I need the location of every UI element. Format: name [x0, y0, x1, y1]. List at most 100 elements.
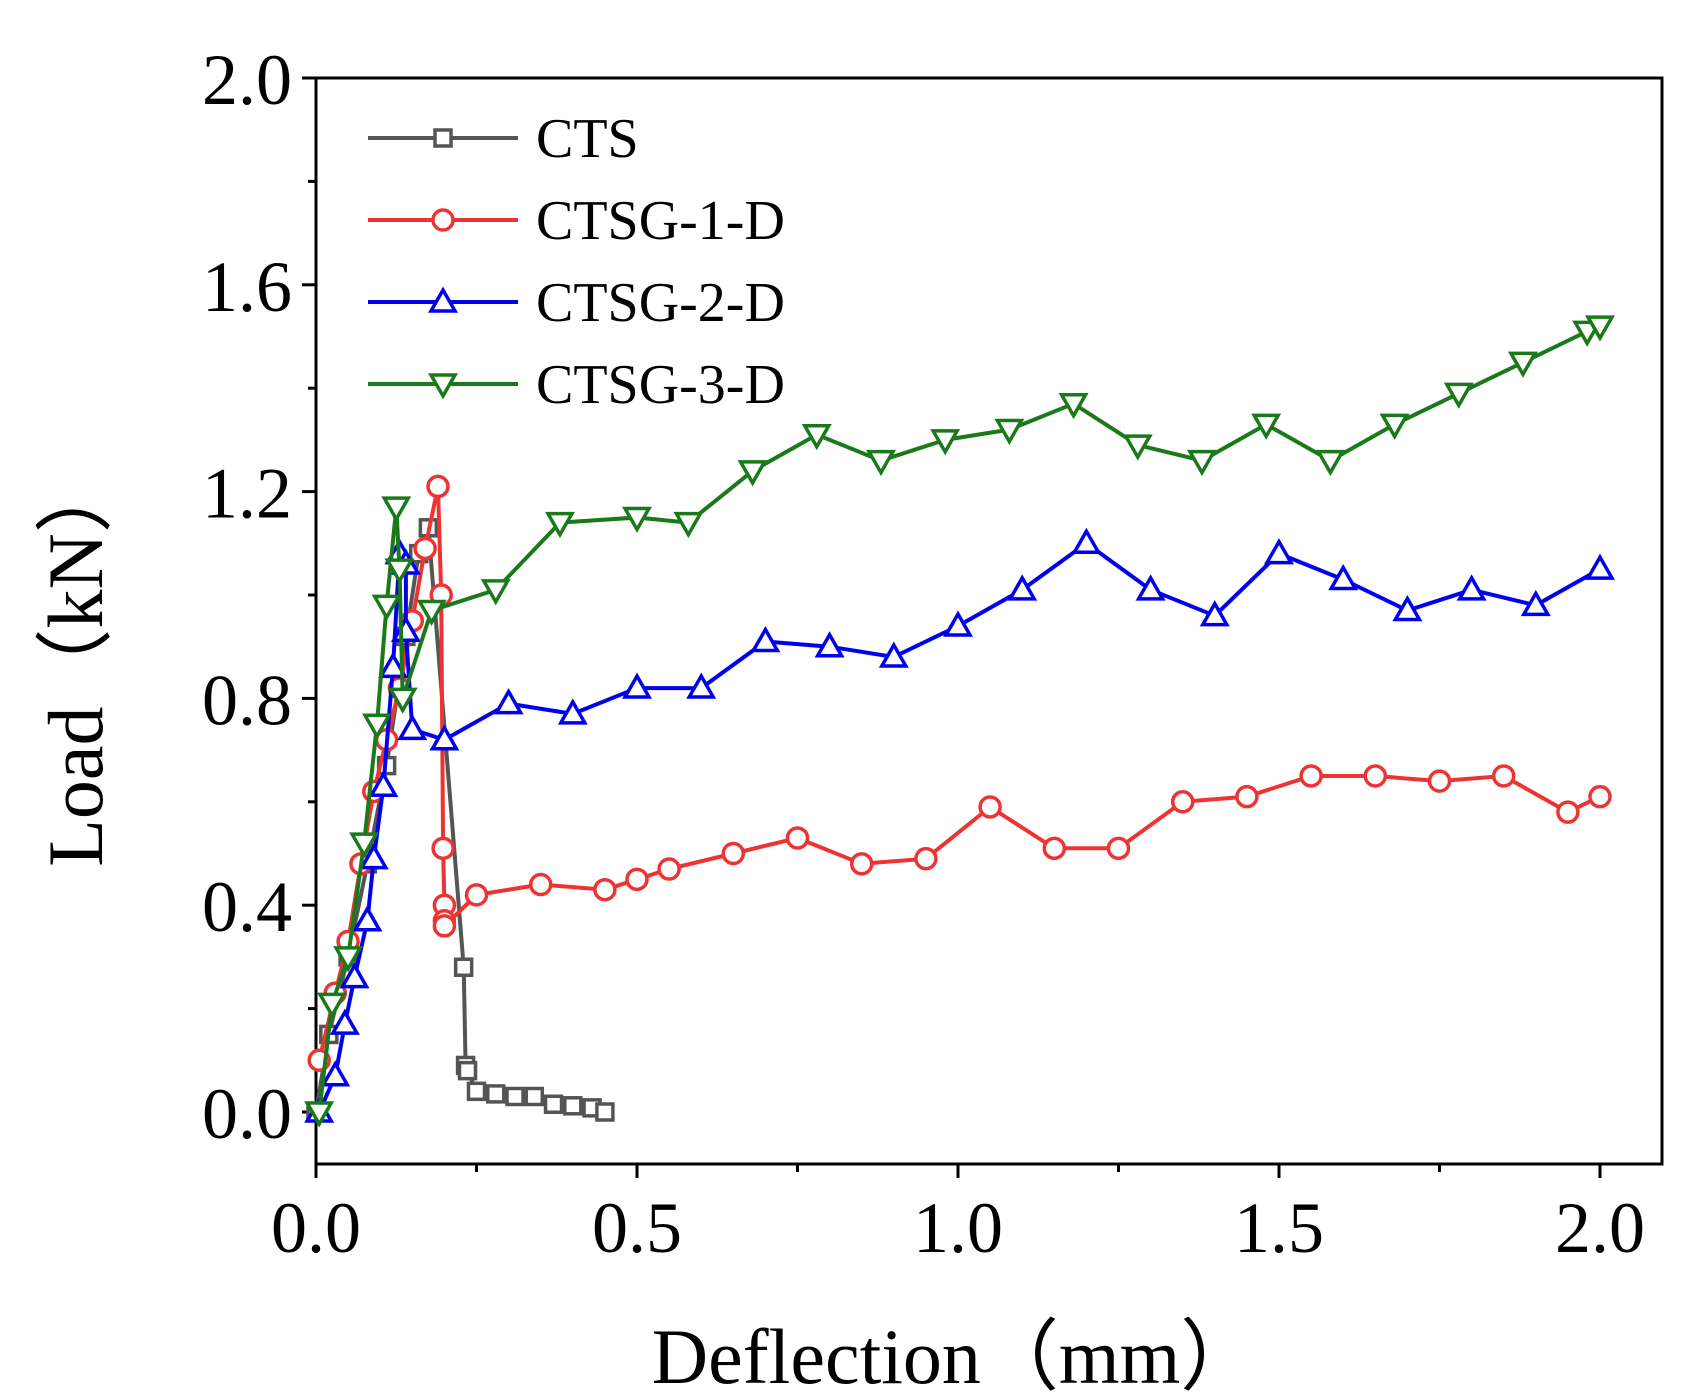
data-point-ctsg-2-d	[397, 713, 428, 741]
data-point-ctsg-2-d	[378, 651, 409, 679]
y-tick-label: 0.4	[202, 867, 292, 947]
data-point-cts	[453, 957, 474, 977]
data-point-ctsg-1-d	[426, 474, 450, 499]
data-point-ctsg-1-d	[432, 914, 457, 938]
data-point-ctsg-2-d	[1392, 594, 1423, 622]
series-ctsg-3-d	[304, 315, 1616, 1128]
legend-marker-ctsg-3-d	[427, 373, 459, 400]
series-ctsg-2-d	[304, 527, 1616, 1123]
legend-item-ctsg-1-d: CTSG-1-D	[368, 190, 785, 252]
data-point-ctsg-1-d	[1427, 769, 1452, 793]
series-ctsg-1-d	[307, 474, 1612, 1073]
y-axis-title: Load（kN）	[32, 455, 119, 867]
data-point-cts	[595, 1102, 615, 1122]
data-point-ctsg-3-d	[349, 832, 380, 859]
x-tick-label: 0.0	[271, 1188, 361, 1268]
data-point-ctsg-2-d	[493, 688, 524, 715]
data-point-ctsg-2-d	[1328, 563, 1359, 591]
data-point-ctsg-2-d	[368, 770, 399, 798]
data-point-ctsg-3-d	[930, 429, 961, 456]
data-point-ctsg-3-d	[361, 713, 393, 740]
data-point-ctsg-1-d	[1235, 784, 1259, 809]
data-point-ctsg-3-d	[801, 423, 832, 451]
legend-label-cts: CTS	[536, 108, 639, 170]
data-point-ctsg-2-d	[1456, 574, 1487, 601]
data-point-cts	[505, 1086, 525, 1107]
data-point-cts	[524, 1086, 545, 1107]
data-point-ctsg-3-d	[381, 496, 412, 523]
data-point-ctsg-1-d	[1106, 836, 1131, 861]
series-line-cts	[314, 525, 606, 1114]
data-point-ctsg-2-d	[320, 1060, 351, 1087]
data-point-ctsg-1-d	[431, 836, 455, 861]
data-point-ctsg-1-d	[625, 867, 649, 892]
data-point-ctsg-1-d	[978, 795, 1002, 819]
x-tick-label: 2.0	[1555, 1188, 1645, 1268]
data-point-ctsg-2-d	[352, 905, 383, 932]
data-point-ctsg-2-d	[1584, 553, 1616, 580]
data-point-ctsg-1-d	[1491, 764, 1516, 788]
data-point-ctsg-2-d	[358, 843, 389, 870]
data-point-ctsg-1-d	[1170, 790, 1195, 814]
data-point-ctsg-3-d	[1584, 315, 1616, 342]
data-point-ctsg-3-d	[1122, 434, 1153, 461]
data-point-ctsg-2-d	[1007, 574, 1038, 601]
data-point-ctsg-2-d	[1135, 574, 1166, 601]
x-tick-label: 1.5	[1234, 1188, 1324, 1268]
data-point-ctsg-1-d	[1363, 764, 1388, 788]
data-point-ctsg-1-d	[1556, 800, 1580, 824]
legend-marker-ctsg-2-d	[427, 286, 459, 313]
data-point-ctsg-2-d	[750, 626, 781, 653]
data-point-cts	[543, 1094, 564, 1114]
legend-marker-cts	[433, 128, 453, 148]
legend-label-ctsg-2-d: CTSG-2-D	[536, 272, 785, 334]
data-point-cts	[563, 1096, 583, 1116]
data-point-ctsg-2-d	[1520, 589, 1551, 617]
data-point-ctsg-1-d	[593, 877, 617, 902]
data-point-ctsg-3-d	[621, 506, 653, 533]
data-point-ctsg-2-d	[621, 672, 653, 699]
data-point-ctsg-3-d	[1315, 449, 1346, 477]
data-point-ctsg-3-d	[1186, 449, 1217, 477]
data-point-ctsg-2-d	[1071, 527, 1102, 555]
data-point-ctsg-3-d	[387, 687, 418, 714]
data-point-cts	[457, 1060, 478, 1081]
data-point-cts	[466, 1081, 487, 1102]
legend-label-ctsg-3-d: CTSG-3-D	[536, 354, 785, 416]
data-point-ctsg-3-d	[416, 599, 447, 627]
y-tick-label: 1.6	[202, 247, 292, 327]
data-point-ctsg-2-d	[814, 631, 845, 658]
data-point-ctsg-3-d	[544, 511, 575, 539]
data-point-ctsg-3-d	[480, 579, 511, 606]
data-point-ctsg-3-d	[333, 946, 364, 973]
legend: CTS CTSG-1-D CTSG-2-D CTSG-3-D	[368, 108, 785, 416]
data-point-ctsg-3-d	[737, 460, 768, 487]
data-point-ctsg-1-d	[528, 872, 553, 897]
y-tick-label: 0.0	[202, 1074, 292, 1154]
legend-item-cts: CTS	[368, 108, 639, 170]
data-point-ctsg-1-d	[1588, 784, 1612, 809]
y-tick-label: 1.2	[202, 454, 292, 534]
data-point-ctsg-2-d	[942, 610, 974, 637]
data-point-ctsg-3-d	[304, 1101, 335, 1128]
data-point-cts	[486, 1084, 506, 1104]
legend-item-ctsg-2-d: CTSG-2-D	[368, 272, 785, 334]
data-point-ctsg-1-d	[1299, 764, 1323, 788]
data-point-ctsg-2-d	[339, 962, 370, 989]
y-tick-label: 0.8	[202, 660, 292, 740]
series-line-ctsg-3-d	[317, 324, 1601, 1113]
data-point-ctsg-3-d	[994, 418, 1025, 446]
data-point-ctsg-2-d	[878, 641, 909, 668]
data-point-ctsg-3-d	[384, 558, 415, 585]
legend-item-ctsg-3-d: CTSG-3-D	[368, 354, 785, 416]
data-point-ctsg-1-d	[849, 852, 874, 876]
data-point-ctsg-3-d	[317, 992, 348, 1019]
data-point-ctsg-3-d	[1251, 413, 1282, 440]
data-point-ctsg-3-d	[1058, 392, 1089, 420]
series-layer	[304, 315, 1616, 1128]
x-tick-label: 1.0	[913, 1188, 1003, 1268]
data-point-ctsg-1-d	[657, 857, 681, 881]
data-point-ctsg-3-d	[673, 511, 704, 539]
x-axis-title: Deflection（mm）	[652, 1313, 1259, 1397]
data-point-ctsg-1-d	[464, 883, 489, 907]
